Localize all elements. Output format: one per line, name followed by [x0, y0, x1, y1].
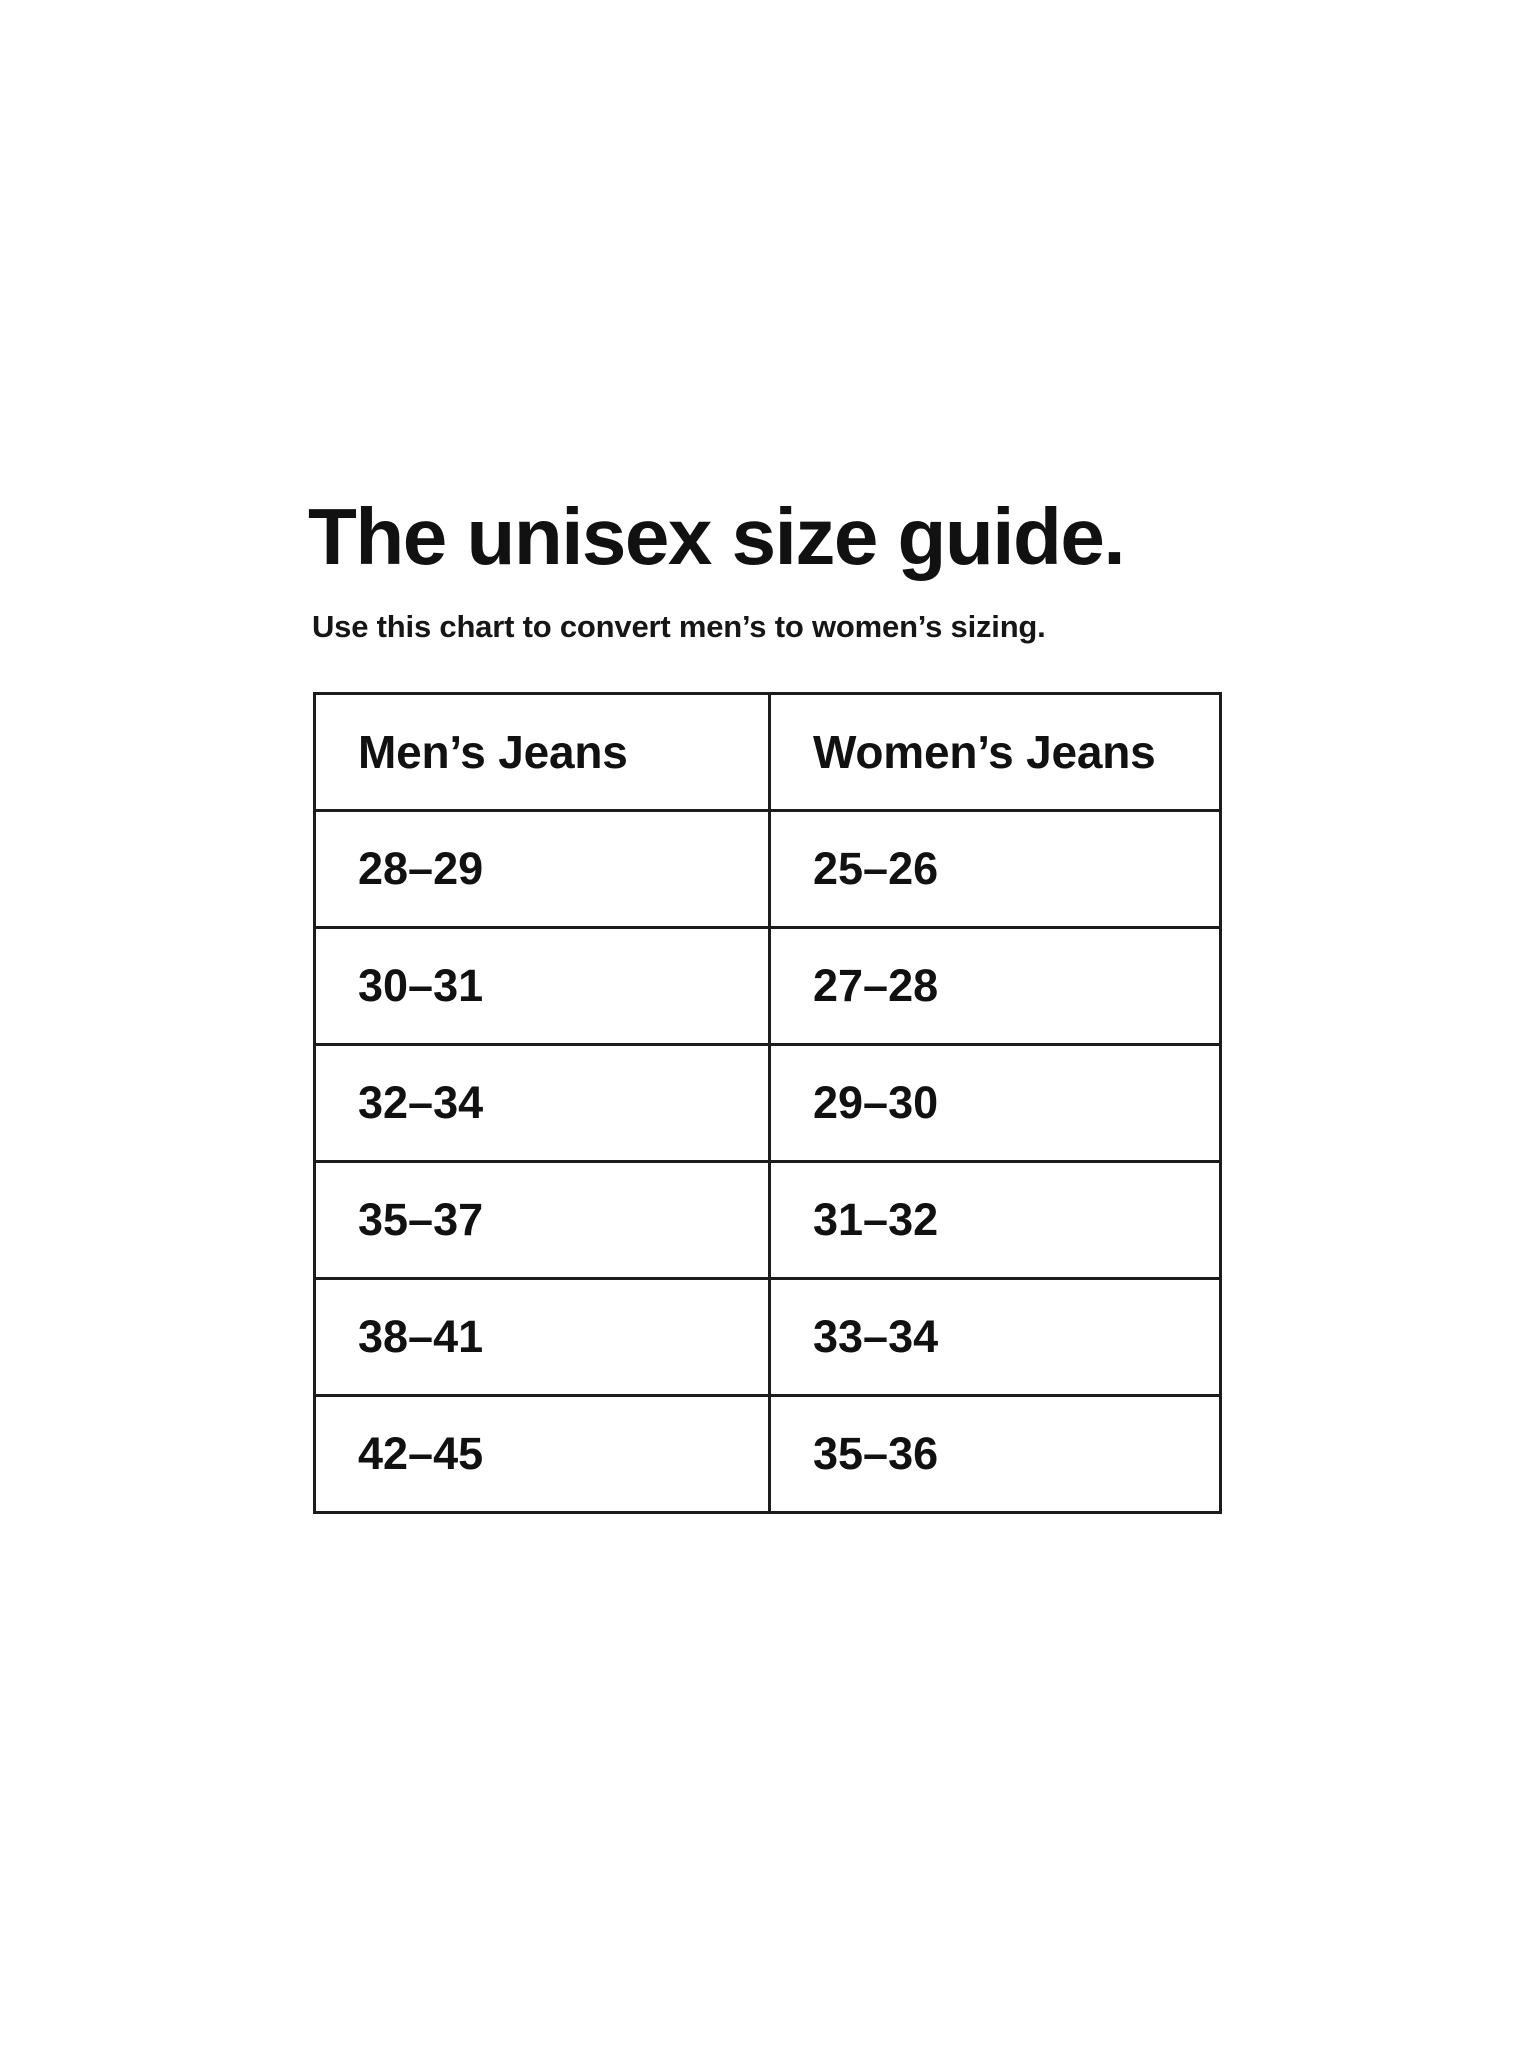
table-cell-mens-range: 28–29: [313, 809, 771, 929]
table-cell-mens-range: 30–31: [313, 926, 771, 1046]
page-subtitle: Use this chart to convert men’s to women…: [312, 609, 1046, 644]
table-cell-womens-range: 35–36: [768, 1394, 1222, 1514]
table-row: 35–37 31–32: [313, 1160, 1222, 1280]
table-cell-mens-range: 42–45: [313, 1394, 771, 1514]
table-cell-mens-range: 35–37: [313, 1160, 771, 1280]
table-header-row: Men’s Jeans Women’s Jeans: [313, 692, 1222, 812]
table-row: 38–41 33–34: [313, 1277, 1222, 1397]
table-cell-womens-range: 31–32: [768, 1160, 1222, 1280]
table-cell-womens-range: 25–26: [768, 809, 1222, 929]
page-title: The unisex size guide.: [308, 492, 1126, 581]
table-cell-mens-range: 32–34: [313, 1043, 771, 1163]
table-row: 42–45 35–36: [313, 1394, 1222, 1514]
column-header-womens-jeans: Women’s Jeans: [768, 692, 1222, 812]
column-header-mens-jeans: Men’s Jeans: [313, 692, 771, 812]
size-conversion-table: Men’s Jeans Women’s Jeans 28–29 25–26 30…: [313, 692, 1222, 1514]
table-cell-womens-range: 27–28: [768, 926, 1222, 1046]
table-row: 30–31 27–28: [313, 926, 1222, 1046]
table-cell-womens-range: 33–34: [768, 1277, 1222, 1397]
table-row: 28–29 25–26: [313, 809, 1222, 929]
table-row: 32–34 29–30: [313, 1043, 1222, 1163]
table-cell-mens-range: 38–41: [313, 1277, 771, 1397]
table-cell-womens-range: 29–30: [768, 1043, 1222, 1163]
